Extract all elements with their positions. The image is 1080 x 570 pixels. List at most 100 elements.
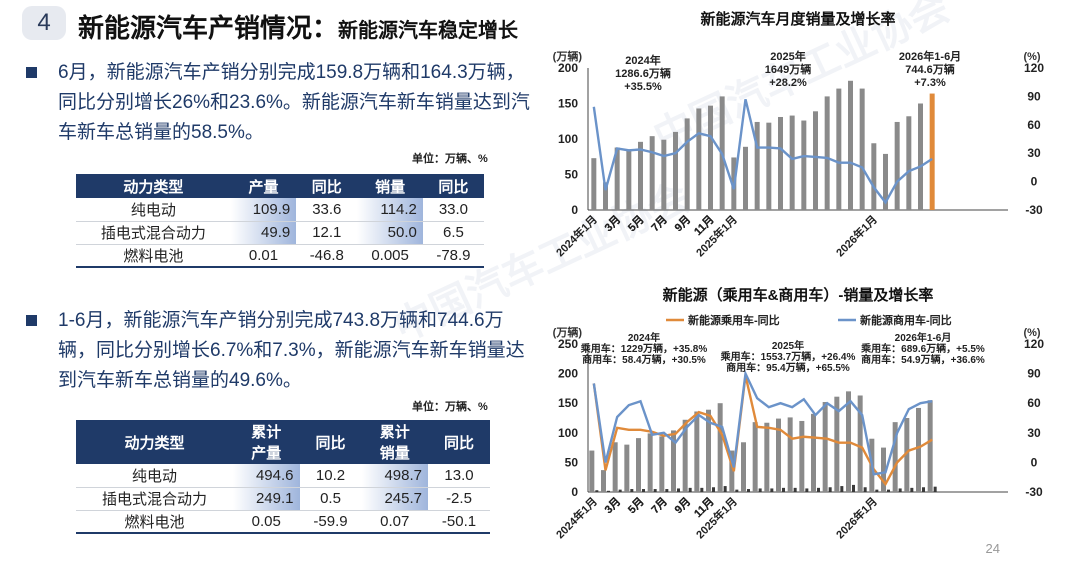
y-tick-label: 100 [558,426,578,440]
header-line: 同比 [443,434,474,452]
bar [894,121,900,210]
bar [787,417,793,492]
x-tick-label: 2024年1月 [553,212,600,259]
bar [607,490,610,492]
bar [840,486,844,492]
bar [871,143,877,210]
bullet-text: 6月，新能源汽车产销分别完成159.8万辆和164.3万辆，同比分别增长26%和… [58,62,530,143]
annotation-text: 1649万辆 [765,62,811,76]
bar [758,488,762,492]
annotation-text: 商用车：58.4万辆，+30.5% [582,353,706,366]
annotation-text: 商用车：54.9万辆，+36.6% [861,353,985,366]
header-line: 同比 [315,434,346,452]
y-axis-unit: (万辆) [553,325,583,339]
legend-label: 新能源乘用车-同比 [688,313,780,327]
annotation-text: 2026年1-6月 [895,331,952,344]
bar [626,149,632,210]
y2-axis-unit: (%) [1023,51,1040,63]
bar [649,136,655,210]
bar [612,442,618,492]
bar [638,141,643,210]
annotation-text: 2025年 [772,339,804,352]
bar [892,422,898,492]
bar [863,487,867,492]
bar [671,430,676,492]
bar [723,486,727,492]
table-cell: 33.0 [422,198,484,222]
table-cell: 13.0 [427,464,490,488]
page-number: 24 [985,541,1000,556]
title-sub: 新能源汽车稳定增长 [338,20,519,42]
table-row: 纯电动 109.9 33.6 114.2 33.0 [76,198,484,222]
table-cell: 0.5 [299,487,362,511]
bar [789,115,795,210]
annotation-text: 2024年 [628,331,660,344]
y2-tick-label: 120 [1024,337,1044,351]
title-main: 新能源汽车产销情况： [78,13,339,43]
x-tick-label: 7月 [649,213,670,234]
bar [614,147,620,210]
y2-tick-label: 90 [1027,89,1041,103]
header-line: 销量 [379,445,410,462]
bar [673,131,678,210]
bar [848,80,853,210]
y-tick-label: 0 [571,485,578,499]
bar [696,108,702,210]
annotation-text: 乘用车：1229万辆，+35.8% [580,342,708,355]
bar [659,436,665,492]
y-tick-label: 50 [565,168,579,182]
annotation-text: 乘用车：689.6万辆，+5.5% [860,342,985,355]
bar [677,488,680,492]
bar [916,407,921,492]
unit-label: 单位：万辆、% [412,153,488,165]
bar [752,422,758,492]
bar [694,411,700,492]
bar [836,88,842,210]
bar [828,487,832,492]
bar [834,396,840,492]
bar [906,116,912,210]
table-h1: 动力类型 累计 产量 同比 累计 销量 同比 纯电动 494.6 10.2 498.7 13.0 插电… [76,420,490,534]
table-header: 累计 产量 [233,420,300,464]
y2-tick-label: 120 [1024,61,1044,75]
bar [782,487,785,492]
bar [706,409,711,492]
bar [875,489,879,492]
bar [817,487,820,492]
table-cell: 33.6 [296,198,358,222]
x-tick-label: 7月 [649,495,670,516]
bar [799,420,805,492]
table-cell: 498.7 [361,464,428,488]
series-line [592,98,933,205]
table-cell: 249.1 [233,487,300,511]
bar [743,146,748,210]
chart-pv-cv-sales: 新能源（乘用车&商用车）-销量及增长率 (万辆) (%) 0 50 100 150 200 25… [553,286,1045,541]
bar [927,400,933,492]
table-cell: 插电式混合动力 [76,221,231,245]
table-cell: -50.1 [427,510,490,534]
x-tick-label: 5月 [625,495,646,516]
bar [898,488,902,492]
table-cell: 12.1 [296,221,358,245]
legend-label: 新能源商用车-同比 [860,313,952,327]
table-cell: 109.9 [230,198,297,222]
table-row: 纯电动 494.6 10.2 498.7 13.0 [76,464,490,488]
bar [764,422,770,492]
table-header: 产量 [230,174,297,198]
header-line: 产量 [251,445,282,462]
bar [603,182,608,210]
table-cell: 0.07 [361,510,428,534]
annotation-text: +7.3% [914,77,946,89]
table-cell: 0.05 [233,510,300,534]
y-tick-label: 100 [558,132,578,146]
table-cell: 0.01 [230,244,297,268]
bar [717,403,723,492]
table-cell: 114.2 [357,198,423,222]
bar [712,487,715,492]
unit-label: 单位：万辆、% [412,401,488,413]
bar [591,158,597,210]
table-cell: 燃料电池 [76,244,231,268]
bar [778,116,783,210]
y2-tick-label: 30 [1027,146,1041,160]
annotation-text: 2026年1-6月 [899,49,961,63]
